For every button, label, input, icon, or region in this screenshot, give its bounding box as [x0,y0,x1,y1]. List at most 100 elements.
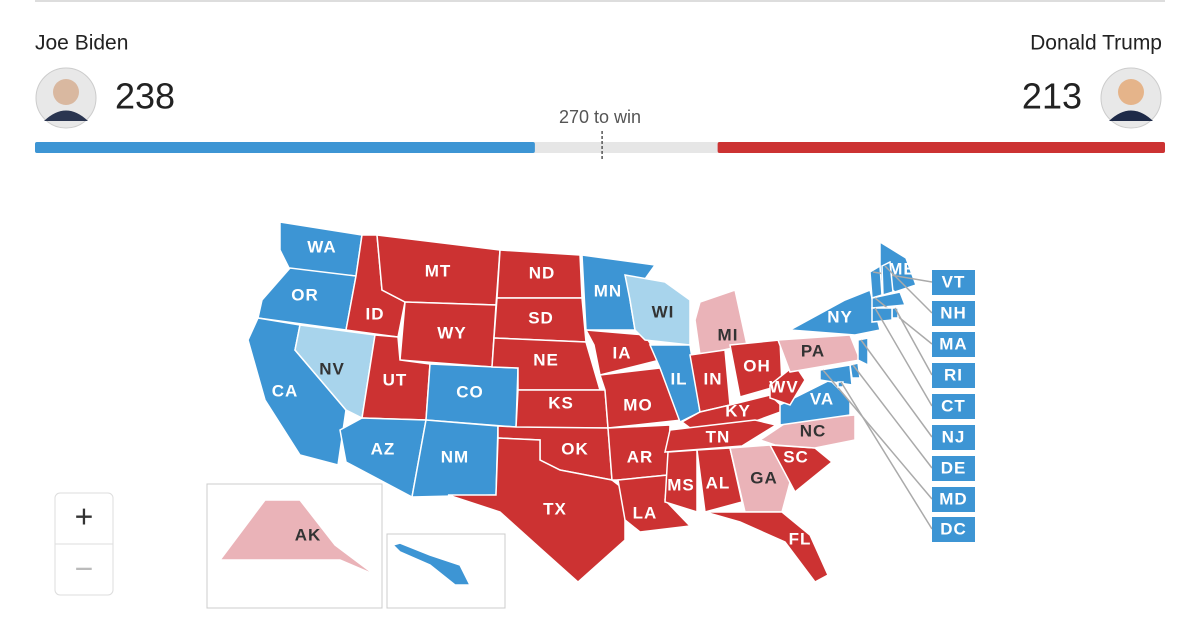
leader-line [822,369,933,500]
state-label: SD [528,308,554,327]
state-label: WV [769,377,798,396]
candidate-photo-suit [44,110,88,121]
state-label: PA [801,341,825,360]
state-label: NC [800,421,827,440]
hawaii-inset [386,533,506,609]
leader-line [894,307,933,376]
state-shape [869,264,883,299]
state-shape [391,542,472,586]
state-label: CA [272,381,299,400]
state-shape [871,291,907,309]
state-label: OK [561,439,589,458]
state-label: OR [291,285,319,304]
state-label: WI [652,302,675,321]
state-label: RI [944,365,963,384]
state-label: NH [940,303,967,322]
zoom-out[interactable]: − [75,550,94,586]
candidate-photo-face [53,79,79,105]
zoom-controls: + − [54,492,114,596]
leader-line [852,364,933,469]
state-label: WA [307,237,336,256]
state-label: CO [456,382,484,401]
zoom-in[interactable]: + [75,498,94,534]
state-label: HI [414,568,433,587]
state-label: TX [543,499,567,518]
threshold-label: 270 to win [559,107,641,127]
state-shape [584,329,662,376]
state-label: AL [706,473,731,492]
state-box [932,456,975,481]
candidate-name: Donald Trump [1030,32,1162,55]
state-label: IN [704,369,723,388]
state-box [932,425,975,450]
state-box [932,487,975,512]
state-box [932,517,975,542]
state-shape [294,324,376,420]
state-shape [447,437,626,584]
state-label: KY [725,401,751,420]
state-label: IL [670,369,687,388]
state-label: DE [941,458,967,477]
candidate-photo-suit [1109,110,1153,121]
state-shape [704,511,829,583]
candidate-photo-face [1118,79,1144,105]
state-label: NJ [942,427,966,446]
state-label: MA [939,334,967,353]
state-label: ME [888,259,916,278]
state-label: SC [783,447,809,466]
state-shape [857,337,869,367]
state-box [932,270,975,295]
state-label: DC [940,519,967,538]
state-label: MO [623,395,652,414]
state-shape [664,449,698,514]
state-box [932,301,975,326]
state-label: OH [743,356,771,375]
state-label: CT [941,396,966,415]
leader-line [840,381,933,530]
state-label: MN [594,281,622,300]
state-label: ID [366,304,385,323]
leader-line [874,297,933,345]
state-label: AZ [371,439,396,458]
state-label: FL [789,529,812,548]
state-label: NE [533,350,559,369]
state-label: KS [548,393,574,412]
state-label: AR [627,447,654,466]
state-label: IA [613,343,632,362]
state-shape [218,499,376,576]
state-shape [624,274,691,346]
state-label: MT [425,261,452,280]
electoral-votes: 238 [115,76,175,117]
leader-line [860,339,933,438]
state-label: VT [942,272,966,291]
alaska-inset [206,483,383,609]
state-label: LA [633,503,658,522]
state-box [932,332,975,357]
state-shape [729,444,793,513]
state-shape [779,379,851,426]
state-label: MS [667,475,695,494]
vote-bar [717,142,1165,153]
state-label: ND [529,263,556,282]
state-label: MI [718,325,739,344]
vote-bar [35,142,535,153]
state-label: AK [295,525,322,544]
state-label: NV [319,359,345,378]
state-shape [339,417,427,499]
state-label: UT [383,370,408,389]
state-box [932,363,975,388]
state-label: VA [810,389,834,408]
state-shape [598,367,684,429]
state-shape [664,419,778,453]
candidate-name: Joe Biden [35,32,128,55]
state-label: NY [827,307,853,326]
state-label: MD [939,489,967,508]
state-shape [819,364,853,386]
leader-line [884,265,933,314]
state-label: NM [441,447,469,466]
electoral-votes: 213 [1022,76,1082,117]
state-label: WY [437,323,466,342]
leader-line [874,307,933,407]
state-box [932,394,975,419]
